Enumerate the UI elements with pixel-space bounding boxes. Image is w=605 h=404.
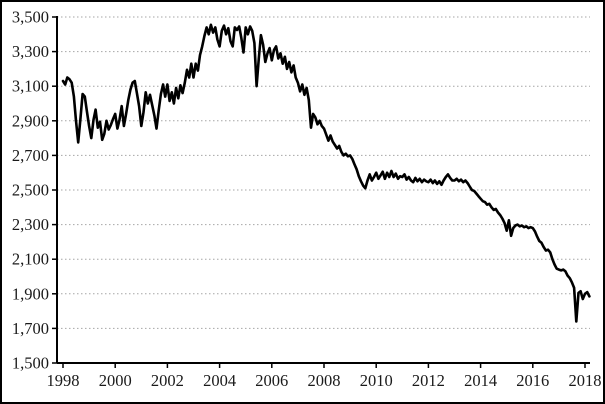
- y-axis-tick-label: 1,700: [12, 319, 49, 338]
- y-axis-tick-label: 2,700: [12, 146, 49, 165]
- y-axis-tick-label: 1,900: [12, 284, 49, 303]
- x-axis-tick-label: 2018: [569, 371, 602, 390]
- y-axis-tick-label: 3,500: [12, 8, 49, 27]
- data-series-line: [61, 23, 591, 323]
- x-axis-tick-label: 2012: [412, 371, 445, 390]
- x-axis-tick-label: 2016: [516, 371, 549, 390]
- x-axis-tick-label: 2010: [360, 371, 393, 390]
- y-axis-tick-label: 3,300: [12, 42, 49, 61]
- x-axis-tick-label: 1998: [47, 371, 80, 390]
- y-axis-tick-label: 2,900: [12, 111, 49, 130]
- x-axis-tick-label: 2004: [203, 371, 236, 390]
- y-axis-tick-label: 2,300: [12, 215, 49, 234]
- y-axis-tick-label: 3,100: [12, 77, 49, 96]
- y-axis-tick-label: 2,100: [12, 250, 49, 269]
- y-axis-tick-label: 2,500: [12, 181, 49, 200]
- x-axis-tick-label: 2006: [255, 371, 288, 390]
- x-axis-tick-label: 2014: [464, 371, 497, 390]
- y-axis-tick-label: 1,500: [12, 354, 49, 373]
- x-axis-tick-label: 2008: [308, 371, 341, 390]
- x-axis-tick-label: 2000: [99, 371, 132, 390]
- x-axis-tick-label: 2002: [151, 371, 184, 390]
